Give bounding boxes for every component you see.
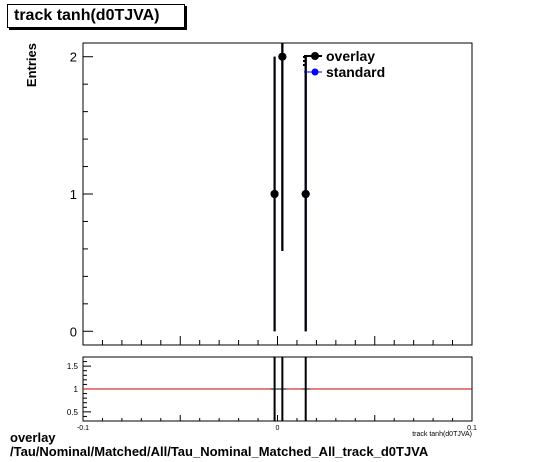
ratio-y-tick-label: 1.5 (67, 362, 79, 371)
ratio-x-tick-label: 0 (276, 425, 280, 432)
chart-title-box: track tanh(d0TJVA) (7, 4, 185, 28)
legend-standard-label: standard (326, 64, 385, 80)
overlay-data-point (270, 190, 279, 198)
ratio-y-tick-label: 1 (74, 385, 79, 394)
footer-line-1: overlay (10, 430, 56, 445)
legend-standard-marker (311, 68, 319, 76)
y-axis-label: Entries (24, 43, 39, 87)
y-tick-label: 2 (70, 50, 77, 65)
chart-title: track tanh(d0TJVA) (14, 7, 160, 24)
y-tick-label: 0 (70, 324, 77, 339)
footer: overlay /Tau/Nominal/Matched/All/Tau_Nom… (10, 431, 428, 459)
ratio-x-tick-label: -0.1 (77, 425, 89, 432)
x-axis-label: track tanh(d0TJVA) (412, 431, 472, 438)
ratio-y-tick-label: 0.5 (67, 408, 79, 417)
footer-line-2: /Tau/Nominal/Matched/All/Tau_Nominal_Mat… (10, 444, 429, 459)
legend-overlay-label: overlay (326, 48, 375, 64)
overlay-data-point (278, 52, 287, 61)
overlay-data-point (301, 190, 310, 198)
legend-overlay-marker (311, 52, 319, 60)
ratio-x-tick-label: 0.1 (467, 425, 477, 432)
y-tick-label: 1 (70, 187, 77, 202)
